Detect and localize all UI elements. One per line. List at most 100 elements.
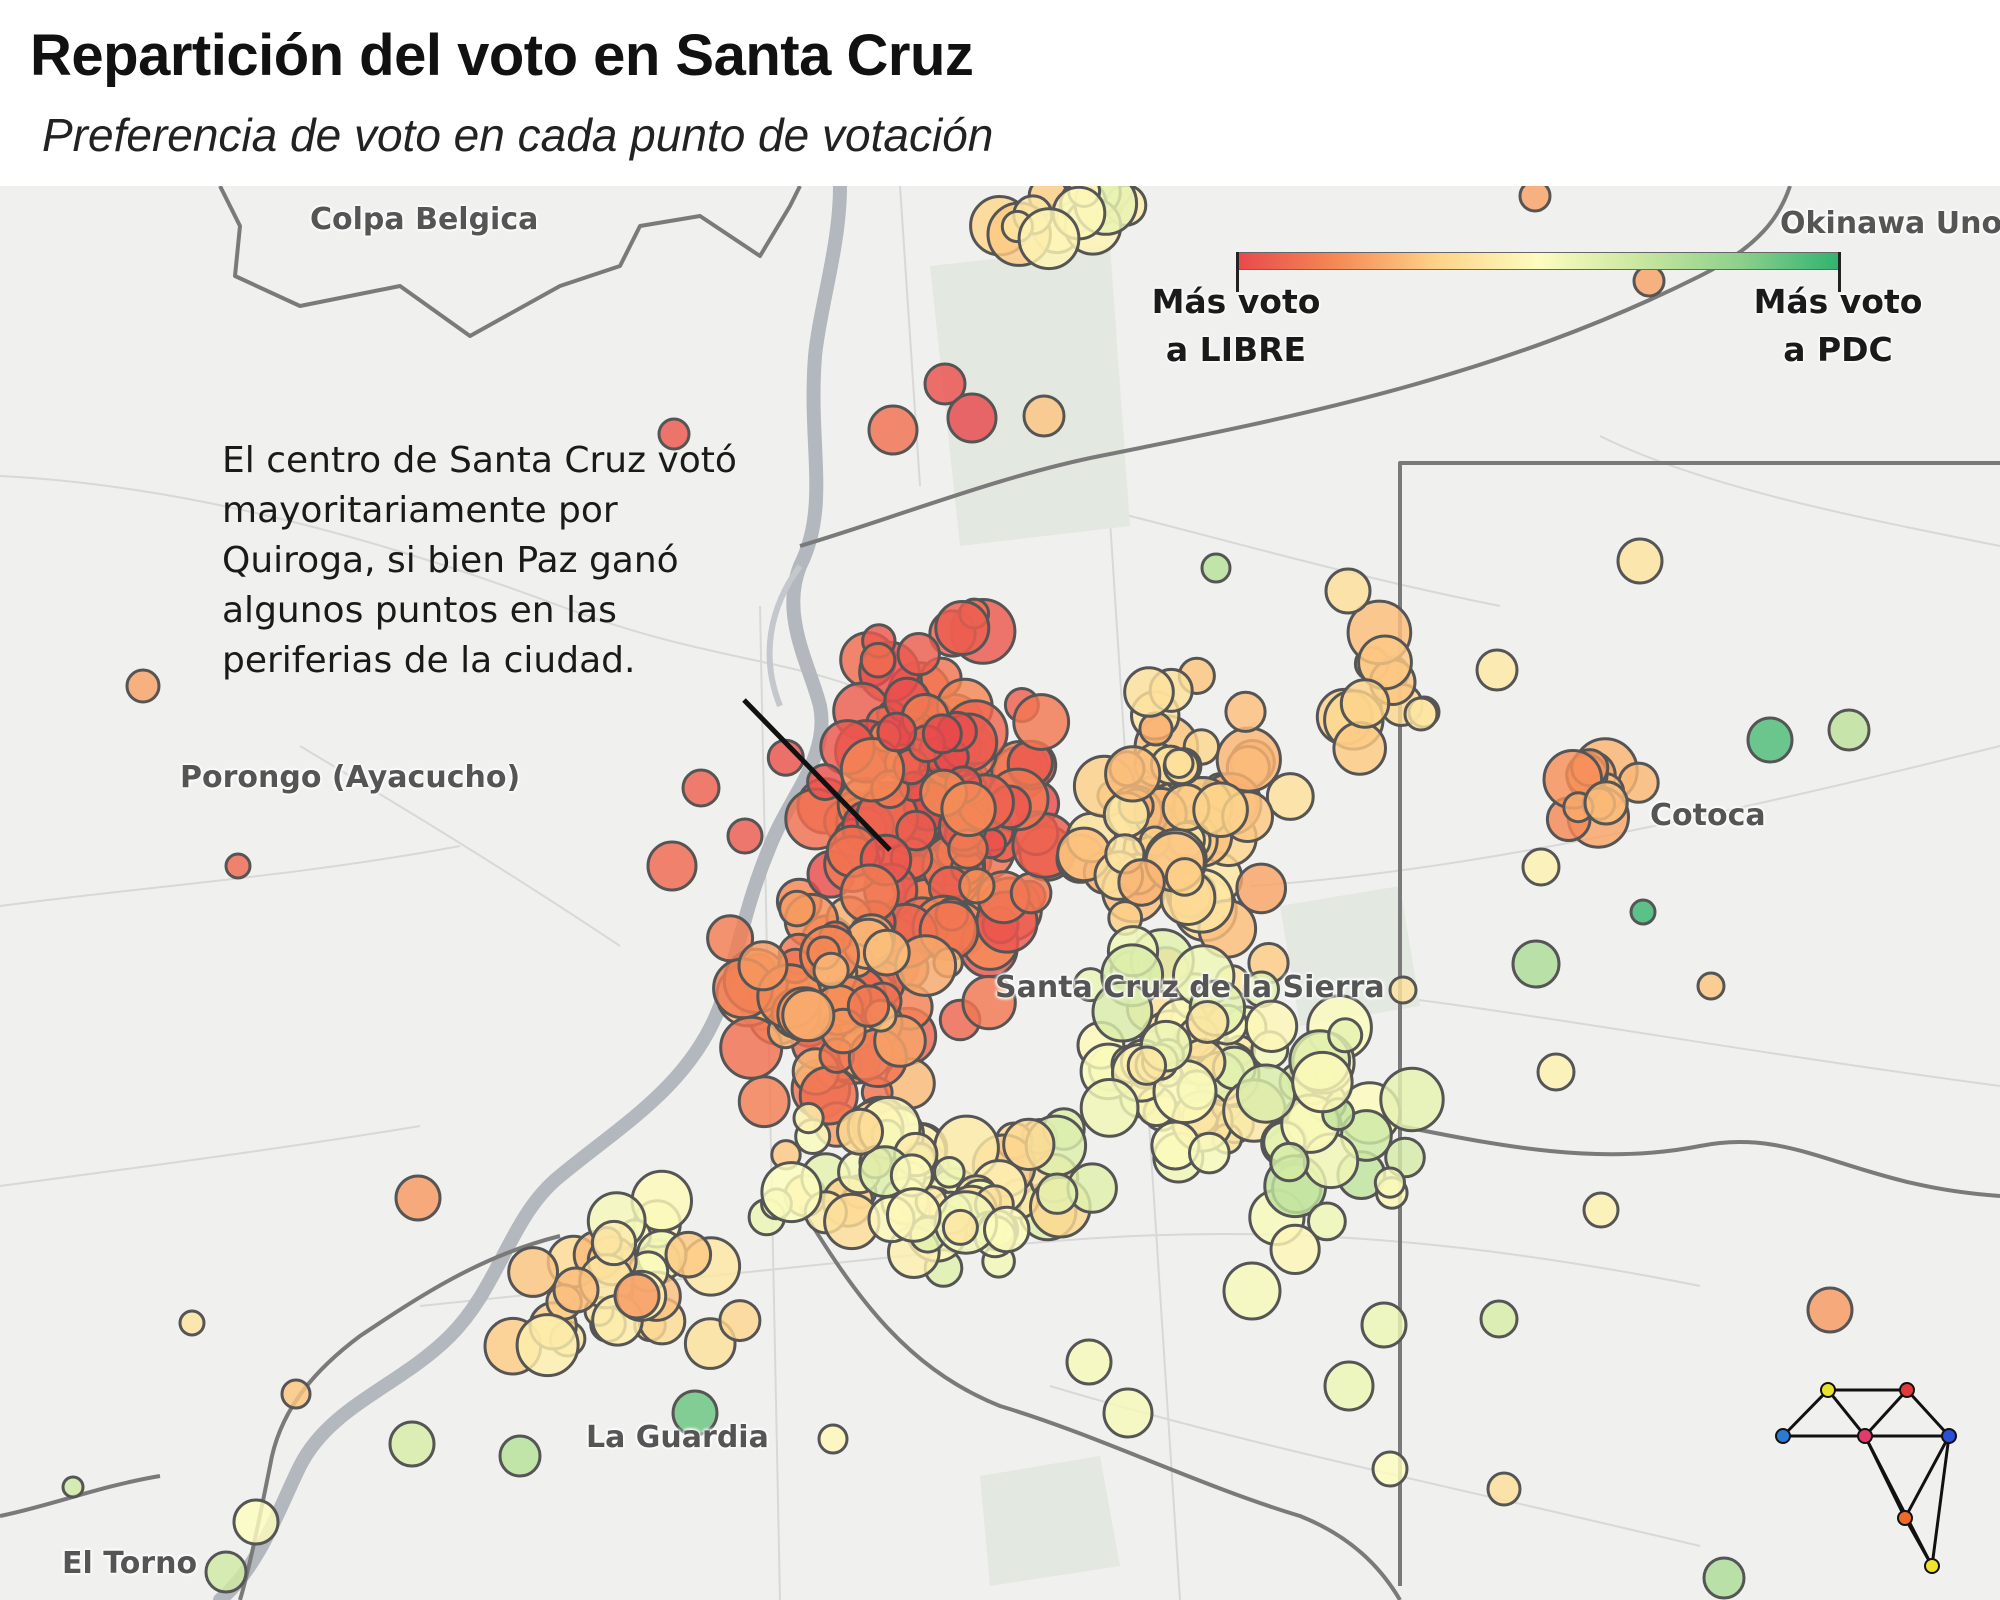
voting-point	[958, 867, 996, 905]
voting-point	[1200, 552, 1232, 584]
network-graph-logo-icon	[1775, 1382, 1957, 1574]
map-canvas	[0, 186, 2000, 1600]
legend-label-pdc-line2: a PDC	[1783, 330, 1893, 369]
voting-point	[498, 1434, 542, 1478]
voting-point	[792, 1102, 825, 1135]
voting-point	[1291, 1050, 1354, 1114]
voting-point	[681, 768, 721, 808]
place-label-el-torno: El Torno	[62, 1546, 198, 1581]
legend-label-pdc-line1: Más voto	[1753, 282, 1923, 321]
voting-point	[613, 1272, 661, 1320]
voting-point	[1017, 207, 1081, 271]
voting-point	[1269, 1223, 1321, 1276]
voting-point	[1479, 1299, 1519, 1339]
voting-point	[1373, 1166, 1407, 1199]
voting-point	[280, 1378, 312, 1410]
voting-point	[1009, 871, 1053, 915]
voting-point	[1536, 1052, 1576, 1092]
voting-point	[1403, 696, 1439, 732]
voting-point	[590, 1219, 638, 1267]
place-label-cotoca: Cotoca	[1650, 798, 1766, 833]
voting-point	[515, 1313, 580, 1378]
voting-point	[876, 711, 918, 753]
voting-point	[1360, 1301, 1408, 1349]
voting-point	[718, 1299, 762, 1343]
voting-point	[737, 940, 789, 992]
voting-point	[1583, 780, 1629, 826]
voting-point	[657, 417, 691, 451]
voting-point	[1323, 1360, 1375, 1412]
voting-point	[1327, 1017, 1364, 1054]
voting-point	[940, 780, 997, 838]
voting-point	[1332, 721, 1387, 776]
voting-point	[1629, 898, 1657, 926]
map[interactable]: Colpa Belgica Okinawa Uno Porongo (Ayacu…	[0, 186, 2000, 1600]
green-areas	[930, 246, 1420, 1586]
legend-label-libre-line2: a LIBRE	[1165, 330, 1307, 369]
voting-point	[671, 1389, 719, 1437]
voting-point	[934, 600, 991, 656]
voting-point	[1235, 1063, 1297, 1124]
voting-point	[1324, 567, 1372, 615]
voting-point	[846, 984, 891, 1028]
voting-point	[1079, 1078, 1140, 1138]
voting-point	[946, 392, 998, 444]
voting-point	[178, 1309, 206, 1337]
voting-point	[781, 988, 836, 1043]
voting-point	[1696, 971, 1726, 1001]
voting-point	[1012, 693, 1071, 751]
chart-subtitle: Preferencia de voto en cada punto de vot…	[42, 109, 994, 161]
voting-point	[1002, 1117, 1056, 1172]
voting-point	[1163, 747, 1195, 780]
voting-point	[862, 928, 911, 977]
voting-point	[1265, 772, 1315, 821]
voting-point	[1138, 711, 1174, 747]
voting-point	[232, 1498, 280, 1546]
voting-point	[933, 1156, 966, 1189]
voting-point	[388, 1420, 436, 1468]
chart-title: Repartición del voto en Santa Cruz	[30, 23, 974, 88]
place-label-la-guardia: La Guardia	[586, 1420, 769, 1455]
voting-point	[1104, 745, 1162, 803]
voting-point	[1379, 1066, 1445, 1133]
voting-point	[1164, 857, 1205, 897]
voting-point	[1511, 939, 1561, 989]
legend-gradient-bar	[1236, 252, 1841, 270]
place-label-santa-cruz: Santa Cruz de la Sierra	[995, 970, 1385, 1005]
voting-point	[507, 1246, 559, 1298]
voting-point	[886, 1187, 942, 1243]
voting-point	[1036, 1172, 1079, 1215]
place-label-okinawa-uno: Okinawa Uno	[1780, 206, 2000, 241]
voting-point	[1192, 781, 1249, 839]
voting-point	[1521, 847, 1561, 887]
voting-point	[1371, 1450, 1409, 1488]
header: Repartición del voto en Santa Cruz Prefe…	[0, 0, 2000, 186]
river-branch	[766, 564, 803, 708]
voting-point	[1235, 862, 1287, 915]
voting-point	[1091, 980, 1154, 1043]
voting-point	[1222, 1261, 1282, 1321]
voting-point	[394, 1174, 442, 1222]
voting-point	[1384, 1136, 1426, 1179]
river	[213, 186, 847, 1600]
voting-point	[1806, 1286, 1854, 1334]
voting-point	[1475, 648, 1519, 692]
voting-point	[224, 852, 252, 880]
voting-point	[760, 1161, 823, 1224]
voting-point	[1746, 716, 1794, 764]
voting-point	[1486, 1471, 1522, 1507]
voting-point	[1269, 1141, 1310, 1183]
voting-point	[1185, 1000, 1230, 1044]
annotation-text: El centro de Santa Cruz votó mayoritaria…	[222, 440, 737, 681]
municipal-boundaries	[0, 186, 2000, 1600]
voting-point	[1616, 537, 1664, 585]
voting-point	[664, 1230, 713, 1279]
legend-tick-libre	[1236, 252, 1239, 292]
voting-point	[204, 1550, 248, 1594]
voting-point	[836, 1107, 884, 1156]
voting-point	[1582, 1191, 1620, 1229]
voting-point	[1188, 1131, 1231, 1175]
voting-point	[1518, 186, 1552, 213]
legend-label-libre-line1: Más voto	[1151, 282, 1321, 321]
voting-point	[1117, 858, 1166, 907]
